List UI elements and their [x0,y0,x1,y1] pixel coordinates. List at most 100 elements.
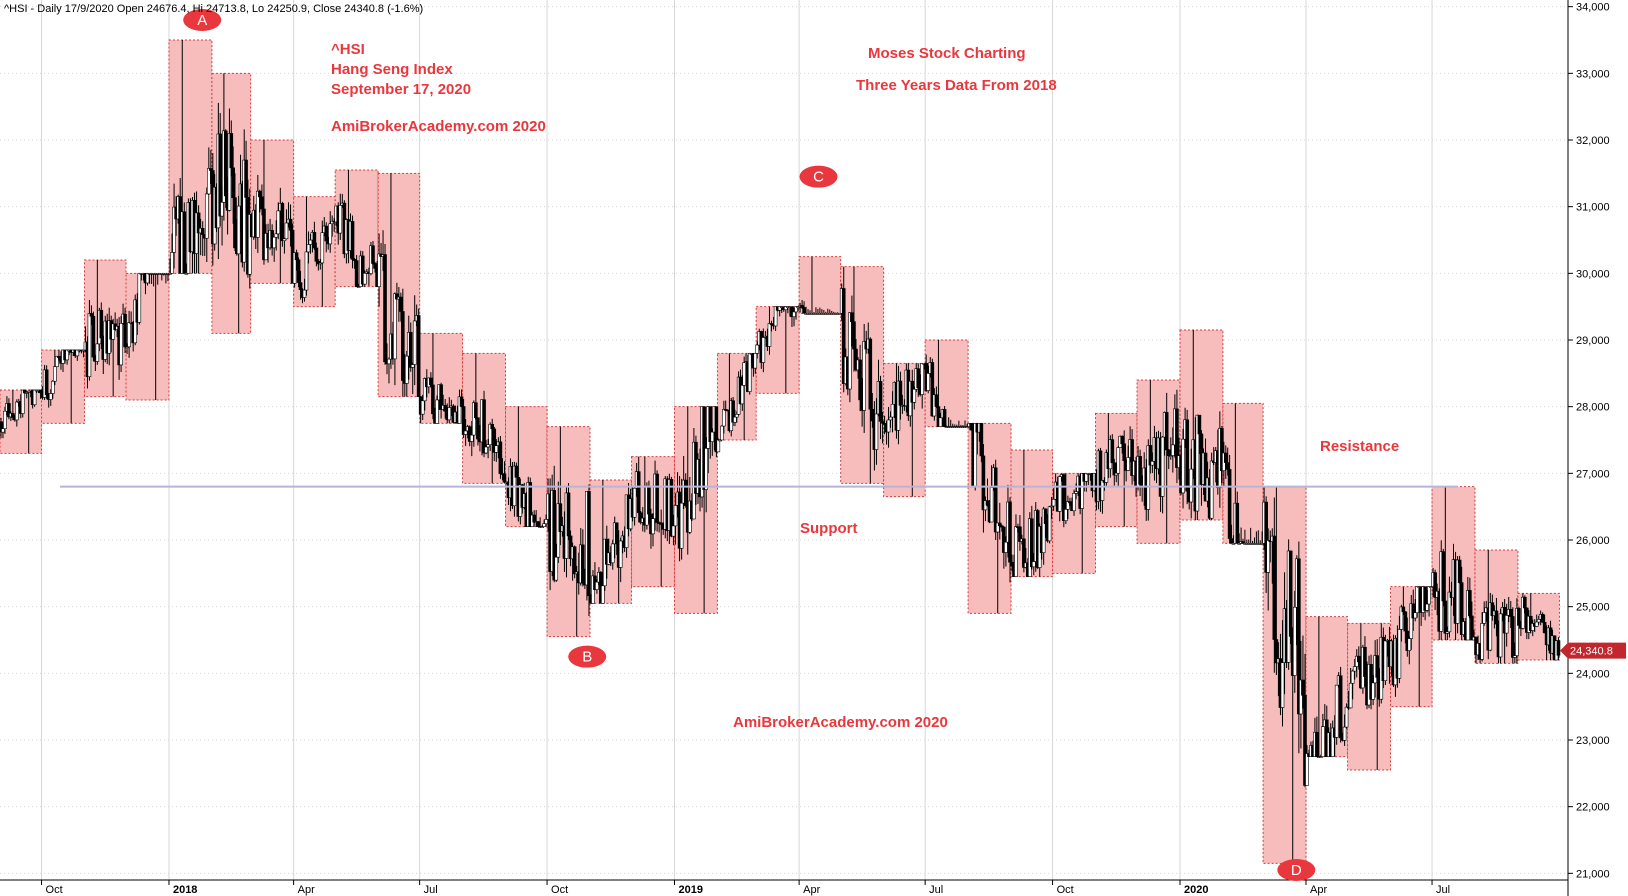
x-tick-label: Apr [298,884,315,896]
y-tick-label: 31,000 [1576,202,1610,214]
candle-body [354,260,359,287]
candle-body [1146,445,1151,510]
candle-body [1266,540,1270,573]
y-tick-label: 27,000 [1576,468,1610,480]
candle-body [1148,445,1153,466]
x-tick-label: Jul [929,884,943,896]
candle-body [1515,608,1519,656]
candle-body [48,393,53,400]
candle-body [50,380,55,394]
candle-body [314,247,319,262]
y-tick-label: 34,000 [1576,2,1610,14]
candle-body [926,373,931,391]
candle-body [710,431,715,442]
candle-body [383,254,387,363]
candle-body [1407,638,1412,651]
candle-body [81,349,86,352]
candle-body [472,402,476,436]
candle-body [1057,476,1062,512]
candle-body [435,399,439,424]
candle-body [1100,480,1105,501]
candle-body [1004,541,1008,553]
candle-body [408,332,413,368]
candle-body [1490,602,1495,616]
candle-body [747,353,752,392]
candle-body [1369,663,1373,700]
candle-body [542,523,546,527]
candle-body [1098,450,1103,501]
candle-body [1352,666,1357,672]
candle-body [985,500,990,506]
candle-body [1209,460,1214,519]
candle-body [1301,679,1305,696]
candle-body [1540,613,1545,623]
candle-body [934,394,939,407]
candle-body [363,273,367,285]
candle-body [53,366,57,382]
candle-body [1508,609,1513,617]
marker-label: D [1291,862,1302,879]
candle-body [1470,615,1474,641]
candle-body [373,263,377,269]
candle-body [172,206,176,253]
candle-body [123,313,127,348]
candle-body [207,168,211,195]
candle-body [714,406,719,453]
candle-body [99,309,104,339]
candle-body [44,369,49,395]
candle-body [404,355,409,384]
candle-body [127,322,131,348]
candle-body [802,307,806,314]
candle-body [447,407,452,421]
candle-body [87,313,92,378]
candle-body [399,296,403,312]
candle-body [32,389,37,406]
candle-body [1350,670,1355,684]
candle-body [554,556,559,581]
candle-body [55,356,59,368]
candle-body [1018,526,1022,542]
candle-body [969,423,973,431]
candle-body [360,255,365,285]
marker-badge [799,165,838,188]
candle-body [459,396,464,407]
candle-body [581,544,585,584]
candle-body [841,288,846,384]
candle-body [1498,613,1503,658]
candle-body [125,346,129,349]
candle-body [532,514,536,523]
candle-body [880,421,885,424]
candle-body [733,416,737,423]
candle-body [1008,501,1012,563]
candle-body [492,428,497,453]
x-tick-label: 2020 [1184,884,1208,896]
candle-body [1126,457,1130,471]
candle-body [938,417,943,427]
candle-body [350,221,355,260]
candle-body [755,344,760,354]
candle-body [1319,756,1323,758]
candle-body [1321,726,1325,757]
candle-body [587,491,591,597]
y-tick-label: 21,000 [1576,868,1610,880]
annotation-brand: Moses Stock Charting [868,45,1026,62]
y-tick-label: 30,000 [1576,268,1610,280]
y-tick-label: 24,000 [1576,668,1610,680]
candle-body [647,485,651,515]
candle-body [387,358,391,365]
candle-body [229,133,234,169]
candle-body [761,337,766,363]
candle-body [431,384,435,415]
candle-body [1168,455,1173,457]
candle-body [1425,603,1429,611]
candle-body [679,502,684,549]
candle-body [722,409,726,427]
candle-body [1150,461,1155,466]
candle-body [502,473,507,483]
candle-body [1523,596,1527,609]
candle-body [854,348,858,371]
chart-header: ^HSI - Daily 17/9/2020 Open 24676.4, Hi … [4,3,423,15]
candle-body [989,487,994,523]
candle-body [168,273,172,275]
candle-body [1272,535,1277,640]
